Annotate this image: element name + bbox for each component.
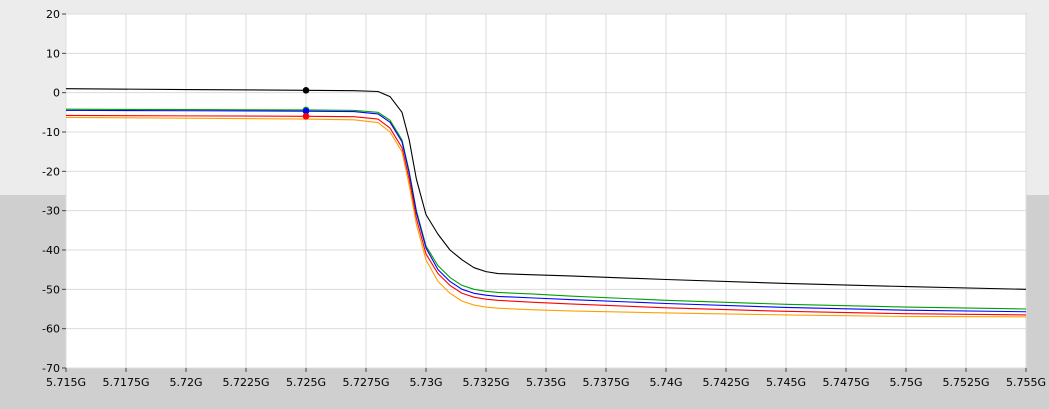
x-tick-label: 5.745G: [766, 376, 806, 389]
x-tick-label: 5.725G: [286, 376, 326, 389]
series-line: [65, 116, 1027, 318]
series-marker: [302, 112, 310, 120]
y-tick-label: -40: [42, 244, 60, 257]
x-tick-label: 5.755G: [1006, 376, 1046, 389]
x-tick-label: 5.7225G: [222, 376, 269, 389]
x-tick-label: 5.7425G: [702, 376, 749, 389]
x-tick-label: 5.7375G: [582, 376, 629, 389]
x-tick-label: 5.7175G: [102, 376, 149, 389]
y-tick-label: -70: [42, 362, 60, 375]
axes: 5.715G 5.7175G 5.72G 5.7225G 5.725G 5.7275G 5.…: [42, 8, 1046, 389]
x-tick-label: 5.75G: [889, 376, 922, 389]
x-tick-label: 5.74G: [649, 376, 682, 389]
y-tick-label: -30: [42, 205, 60, 218]
x-tick-label: 5.735G: [526, 376, 566, 389]
y-tick-label: 20: [46, 8, 60, 21]
marker-layer: [302, 87, 310, 120]
y-tick-label: 10: [46, 47, 60, 60]
y-tick-label: -10: [42, 126, 60, 139]
series-line: [65, 114, 1027, 316]
series-line: [65, 108, 1027, 310]
x-tick-label: 5.72G: [169, 376, 202, 389]
series-marker: [302, 107, 310, 115]
grid: [65, 13, 1027, 369]
y-tick-label: -60: [42, 323, 60, 336]
y-tick-label: -50: [42, 283, 60, 296]
series-line: [65, 109, 1027, 313]
x-tick-label: 5.715G: [46, 376, 86, 389]
x-tick-label: 5.7325G: [462, 376, 509, 389]
series-line: [65, 88, 1027, 290]
x-tick-label: 5.7475G: [822, 376, 869, 389]
series-layer: [65, 88, 1027, 318]
series-marker: [302, 87, 310, 94]
x-tick-label: 5.7525G: [942, 376, 989, 389]
x-tick-label: 5.7275G: [342, 376, 389, 389]
y-tick-label: 0: [53, 87, 60, 100]
x-tick-label: 5.73G: [409, 376, 442, 389]
y-tick-label: -20: [42, 165, 60, 178]
